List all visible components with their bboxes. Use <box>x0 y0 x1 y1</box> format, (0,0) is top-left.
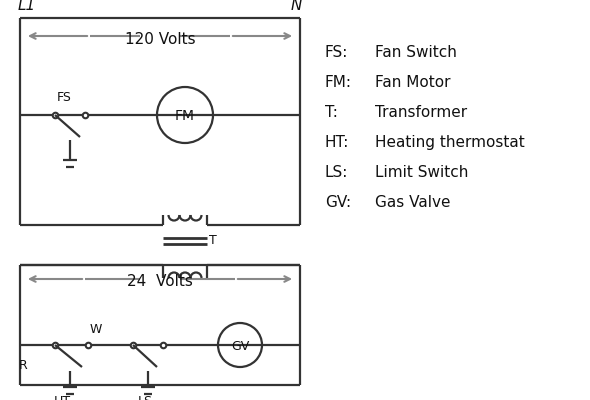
Text: L1: L1 <box>18 0 36 13</box>
Text: Gas Valve: Gas Valve <box>375 195 451 210</box>
Text: LS:: LS: <box>325 165 348 180</box>
Text: T:: T: <box>325 105 338 120</box>
Text: FS:: FS: <box>325 45 348 60</box>
Text: Fan Switch: Fan Switch <box>375 45 457 60</box>
Text: 120 Volts: 120 Volts <box>124 32 195 48</box>
Text: HT: HT <box>54 395 71 400</box>
Text: T: T <box>209 234 217 248</box>
Text: HT:: HT: <box>325 135 349 150</box>
Text: FS: FS <box>57 91 72 104</box>
Text: N: N <box>291 0 302 13</box>
Text: 24  Volts: 24 Volts <box>127 274 193 288</box>
Text: Fan Motor: Fan Motor <box>375 75 451 90</box>
Text: FM: FM <box>175 109 195 123</box>
Text: GV:: GV: <box>325 195 351 210</box>
Text: FM:: FM: <box>325 75 352 90</box>
Text: Limit Switch: Limit Switch <box>375 165 468 180</box>
Text: LS: LS <box>137 395 152 400</box>
Text: GV: GV <box>231 340 249 352</box>
Text: R: R <box>19 359 28 372</box>
Text: W: W <box>90 323 103 336</box>
Text: Heating thermostat: Heating thermostat <box>375 135 525 150</box>
Text: Transformer: Transformer <box>375 105 467 120</box>
